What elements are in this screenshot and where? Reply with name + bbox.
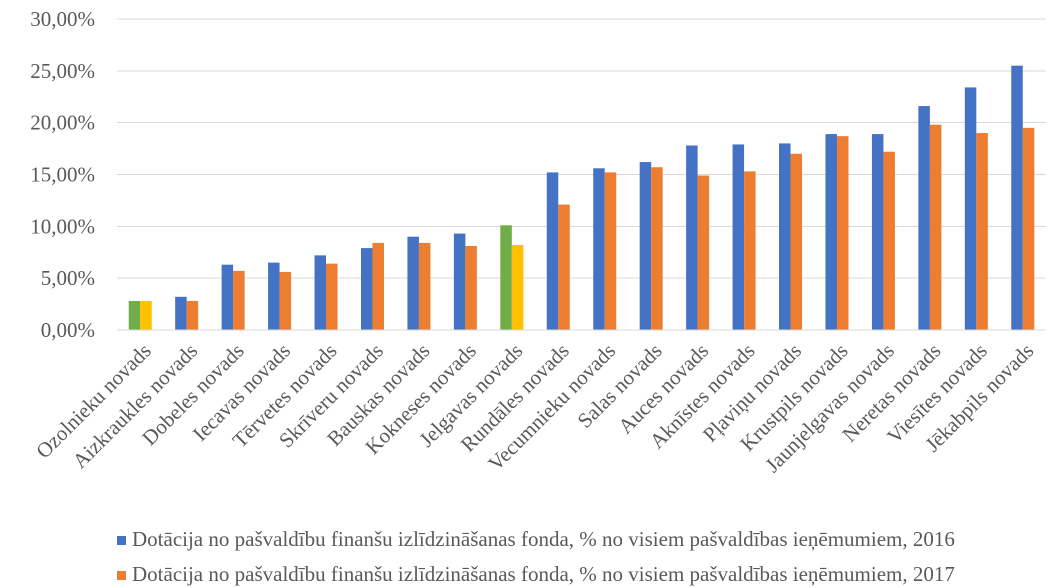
bar-series-2-auces-novads	[697, 175, 710, 330]
bar-series-1-vecumnieku-novads	[593, 168, 605, 330]
bar-series-1-plavinu-novads	[779, 143, 791, 330]
bar-series-1-auces-novads	[686, 145, 698, 330]
legend-item-2016: Dotācija no pašvaldību finanšu izlīdzinā…	[117, 527, 955, 551]
y-tick-label: 10,00%	[30, 214, 95, 238]
legend: Dotācija no pašvaldību finanšu izlīdzinā…	[117, 527, 955, 586]
y-tick-label: 0,00%	[41, 318, 95, 342]
bar-series-2-tervetes-novads	[326, 263, 338, 330]
legend-swatch-2016	[117, 536, 126, 545]
bar-series-1-skriveru-novads	[360, 248, 373, 330]
y-axis-labels: 0,00% 5,00% 10,00% 15,00% 20,00% 25,00% 30,00%	[30, 7, 95, 342]
gridlines	[117, 18, 1046, 279]
bar-series-2-kokneses-novads	[465, 246, 477, 330]
bar-series-2-aizkraukles-novads	[186, 300, 199, 330]
bar-series-2-skriveru-novads	[372, 242, 384, 330]
y-tick-label: 5,00%	[41, 266, 95, 290]
bar-series-2-plavinu-novads	[790, 153, 803, 330]
bar-series-1-viesites-novads	[964, 87, 977, 330]
bar-series-2-neretas-novads	[929, 124, 942, 331]
bar-series-1-tervetes-novads	[314, 255, 327, 330]
bar-series-1-jelgavas-novads	[500, 225, 512, 330]
bar-series-1-rundales-novads	[546, 172, 559, 330]
y-tick-label: 30,00%	[30, 7, 95, 31]
bar-series-2-aknistes-novads	[744, 171, 756, 330]
bar-series-1-dobeles-novads	[221, 264, 234, 330]
bar-series-1-aizkraukles-novads	[175, 296, 187, 330]
bar-series-2-jelgavas-novads	[511, 244, 524, 330]
y-tick-label: 15,00%	[30, 163, 95, 187]
bar-series-1-jaunjelgavas-novads	[871, 134, 884, 330]
bar-series-2-jaunjelgavas-novads	[883, 151, 895, 330]
y-tick-label: 20,00%	[30, 111, 95, 135]
bar-series-2-krustpils-novads	[836, 136, 849, 330]
legend-item-2017: Dotācija no pašvaldību finanšu izlīdzinā…	[117, 562, 955, 586]
bar-series-1-bauskas-novads	[407, 236, 419, 330]
bar-series-1-salas-novads	[639, 162, 652, 330]
bar-series-2-dobeles-novads	[233, 270, 245, 330]
bar-series-2-salas-novads	[651, 167, 663, 330]
bar-series-2-iecavas-novads	[279, 271, 292, 330]
bar-series-2-rundales-novads	[558, 204, 570, 330]
legend-label-2016: Dotācija no pašvaldību finanšu izlīdzinā…	[132, 527, 955, 551]
bar-series-2-ozolnieku-novads	[140, 300, 152, 330]
bars	[128, 65, 1035, 331]
bar-series-1-jekabpils-novads	[1011, 65, 1023, 331]
bar-series-1-neretas-novads	[918, 106, 930, 330]
bar-series-1-kokneses-novads	[453, 233, 466, 330]
bar-series-1-ozolnieku-novads	[128, 300, 141, 330]
bar-series-2-bauskas-novads	[418, 242, 431, 330]
y-tick-label: 25,00%	[30, 59, 95, 83]
bar-series-1-iecavas-novads	[268, 262, 280, 330]
bar-series-2-jekabpils-novads	[1022, 127, 1035, 330]
bar-series-1-krustpils-novads	[825, 134, 837, 330]
bar-series-1-aknistes-novads	[732, 144, 745, 330]
bar-series-2-vecumnieku-novads	[604, 172, 617, 330]
bar-series-2-viesites-novads	[976, 133, 988, 330]
legend-swatch-2017	[117, 571, 126, 580]
legend-label-2017: Dotācija no pašvaldību finanšu izlīdzinā…	[132, 562, 955, 586]
